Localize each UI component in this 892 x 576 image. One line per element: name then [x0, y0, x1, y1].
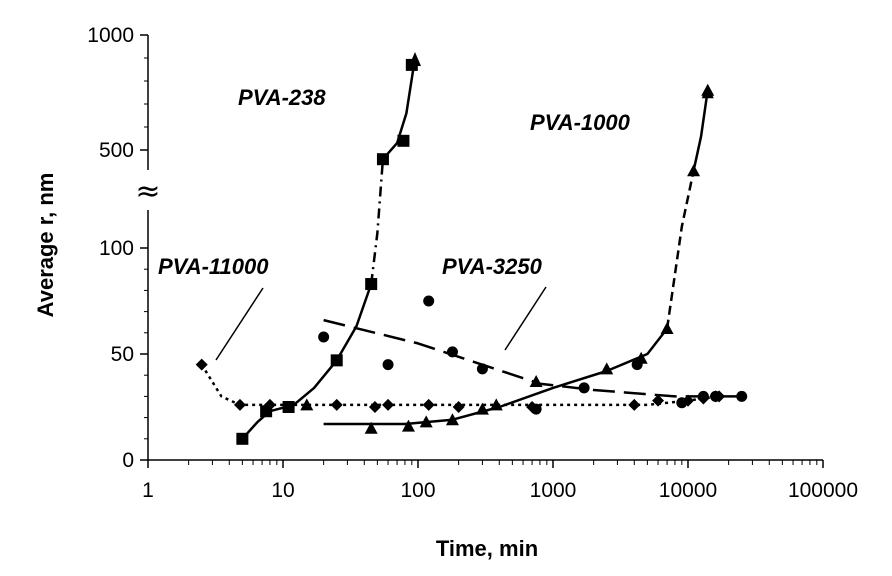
- marker-triangle: [401, 419, 415, 432]
- marker-diamond: [263, 398, 276, 411]
- pointer-pva-11000: [215, 287, 264, 361]
- marker-diamond: [382, 398, 395, 411]
- y-tick-label: 500: [99, 139, 134, 162]
- marker-diamond: [697, 392, 710, 405]
- y-tick-label: 0: [122, 449, 134, 472]
- marker-diamond: [233, 398, 246, 411]
- marker-diamond: [526, 401, 539, 413]
- marker-diamond: [368, 401, 381, 413]
- marker-circle: [578, 382, 590, 394]
- data-points: [195, 58, 748, 445]
- marker-circle: [446, 346, 458, 358]
- y-axis-break-mark: ≈: [135, 174, 160, 209]
- y-tick-label: 1000: [87, 24, 134, 47]
- label-pva-11000: PVA-11000: [158, 254, 269, 279]
- marker-circle: [476, 363, 488, 375]
- x-tick-label: 10: [271, 479, 294, 502]
- y-tick-label: 100: [99, 237, 134, 260]
- marker-triangle: [300, 398, 314, 411]
- marker-diamond: [682, 394, 694, 407]
- marker-diamond: [652, 394, 665, 407]
- marker-square: [397, 134, 410, 147]
- curve-pva-238-break: [369, 159, 385, 285]
- marker-triangle: [687, 164, 701, 177]
- axes: [140, 34, 824, 468]
- curve-pva-1000-upper: [692, 90, 709, 171]
- x-tick-label: 1: [142, 479, 154, 502]
- label-pva-3250: PVA-3250: [442, 254, 543, 279]
- curve-pva-238-upper: [381, 57, 417, 161]
- marker-circle: [631, 359, 643, 371]
- marker-triangle: [529, 375, 543, 388]
- marker-triangle: [419, 415, 433, 428]
- pointer-pva-3250: [504, 286, 547, 351]
- marker-triangle: [600, 362, 614, 375]
- x-tick-labels: 1 10 100 1000 10000 100000: [142, 479, 858, 502]
- marker-circle: [382, 359, 394, 371]
- marker-circle: [318, 331, 330, 343]
- marker-circle: [423, 295, 435, 307]
- marker-triangle: [489, 398, 503, 411]
- x-tick-label: 100: [400, 479, 435, 502]
- x-axis-title: Time, min: [436, 536, 538, 561]
- curve-pva-11000: [200, 363, 720, 407]
- label-pva-1000: PVA-1000: [530, 110, 631, 135]
- x-tick-label: 10000: [659, 479, 717, 502]
- marker-square: [365, 278, 378, 291]
- marker-triangle: [475, 402, 489, 415]
- marker-diamond: [452, 401, 465, 413]
- marker-square: [376, 153, 389, 166]
- marker-triangle: [701, 83, 715, 96]
- y-axis-title: Average r, nm: [33, 173, 58, 318]
- marker-diamond: [628, 398, 641, 411]
- marker-triangle: [364, 421, 378, 434]
- series-lines: [200, 52, 742, 440]
- x-tick-label: 1000: [530, 479, 577, 502]
- marker-diamond: [713, 390, 726, 403]
- marker-square: [282, 401, 295, 413]
- curve-pva-3250: [323, 318, 742, 398]
- curve-pva-1000-break: [665, 170, 695, 329]
- series-labels: PVA-238 PVA-1000 PVA-3250 PVA-11000: [158, 85, 631, 361]
- marker-triangle: [445, 413, 459, 426]
- marker-diamond: [330, 398, 343, 411]
- marker-circle: [736, 390, 748, 402]
- marker-square: [236, 432, 249, 445]
- curve-pva-238-lower: [241, 283, 373, 440]
- marker-square: [405, 58, 418, 71]
- label-pva-238: PVA-238: [238, 85, 326, 110]
- marker-diamond: [195, 358, 208, 371]
- marker-square: [330, 354, 343, 367]
- marker-diamond: [422, 398, 435, 411]
- y-tick-labels: 0 50 100 500 1000: [87, 24, 134, 472]
- y-tick-label: 50: [111, 343, 134, 366]
- marker-triangle: [660, 322, 674, 335]
- x-tick-label: 100000: [788, 479, 858, 502]
